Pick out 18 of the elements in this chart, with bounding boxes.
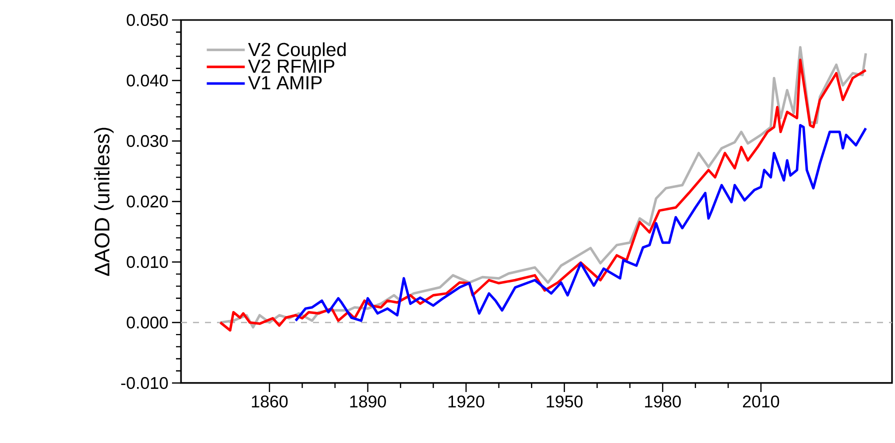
legend-label: V1 AMIP [248,76,322,90]
line-series [294,124,868,322]
y-tick-label: -0.010 [121,376,168,389]
legend-label: V2 RFMIP [248,60,334,73]
x-tick-label: 2010 [742,396,780,408]
legend-label: V2 Coupled [248,42,346,60]
x-tick-label: 1890 [350,396,386,408]
y-tick-label: 0.050 [126,14,168,26]
y-tick-label: 0.000 [126,316,168,328]
x-tick-label: 1950 [546,396,583,408]
x-tick-label: 1860 [252,396,288,408]
y-tick-label: 0.030 [126,134,168,147]
y-tick-label: 0.010 [126,256,168,268]
x-tick-label: 1920 [448,396,484,408]
y-tick-label: 0.040 [126,74,168,86]
x-tick-label: 1980 [645,396,681,408]
y-axis-title: ΔAOD (unitless) [94,128,114,276]
y-tick-label: 0.020 [126,195,168,208]
